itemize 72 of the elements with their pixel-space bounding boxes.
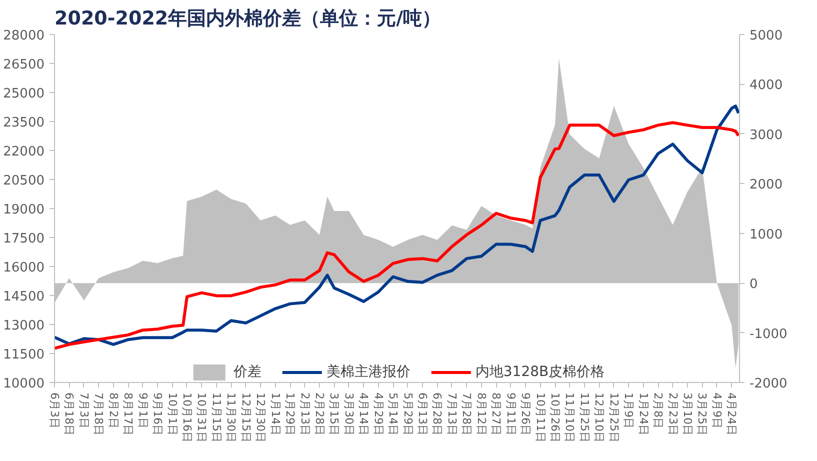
x-tick-label: 7月28日 — [460, 392, 474, 436]
x-tick-label: 2月23日 — [666, 392, 680, 436]
x-tick-label: 6月3日 — [48, 392, 61, 428]
x-tick-label: 10月11日 — [534, 392, 547, 442]
y-tick-label: 16000 — [3, 260, 45, 276]
y2-tick-label: 3000 — [750, 128, 783, 143]
y2-tick-label: 5000 — [750, 28, 783, 44]
x-tick-label: 4月9日 — [710, 392, 724, 428]
x-tick-label: 9月1日 — [136, 392, 150, 428]
y2-tick-label: 1000 — [750, 227, 783, 242]
y2-tick-label: 2000 — [750, 178, 783, 193]
x-tick-label: 7月3日 — [77, 392, 90, 428]
x-tick-label: 2月13日 — [298, 392, 312, 436]
y-tick-label: 23500 — [3, 116, 45, 130]
legend-label: 内地3128B皮棉价格 — [475, 363, 605, 381]
x-tick-label: 3月25日 — [696, 392, 709, 436]
x-tick-label: 8月12日 — [474, 392, 488, 436]
y2-tick-label: 4000 — [750, 78, 783, 94]
x-tick-label: 2月28日 — [312, 392, 326, 436]
x-tick-label: 6月28日 — [430, 392, 444, 436]
y2-tick-label: -2000 — [750, 376, 788, 392]
x-tick-label: 9月16日 — [151, 392, 164, 436]
x-tick-label: 10月16日 — [180, 392, 194, 442]
x-tick-label: 12月10日 — [592, 392, 606, 442]
x-tick-label: 9月26日 — [519, 392, 532, 436]
x-tick-label: 11月30日 — [224, 392, 238, 442]
x-tick-label: 4月24日 — [725, 392, 738, 436]
x-tick-label: 10月31日 — [195, 392, 208, 442]
x-tick-label: 7月13日 — [445, 392, 458, 436]
x-tick-label: 10月26日 — [548, 392, 562, 442]
x-tick-label: 12月30日 — [254, 392, 268, 442]
y-tick-label: 11500 — [3, 348, 45, 362]
x-tick-label: 11月15日 — [210, 392, 223, 442]
x-tick-label: 5月29日 — [401, 392, 414, 436]
y-tick-label: 14500 — [3, 290, 45, 304]
x-tick-label: 1月14日 — [268, 392, 282, 436]
y-tick-label: 28000 — [3, 28, 45, 44]
x-tick-label: 12月25日 — [607, 392, 620, 442]
x-tick-label: 4月29日 — [372, 392, 385, 436]
y-tick-label: 10000 — [3, 376, 45, 392]
y-tick-label: 25000 — [3, 86, 45, 102]
x-tick-label: 6月13日 — [416, 392, 430, 436]
y2-tick-label: 0 — [750, 277, 758, 292]
x-tick-label: 6月18日 — [62, 392, 76, 436]
y-tick-label: 20500 — [3, 174, 45, 188]
y-tick-label: 13000 — [3, 318, 45, 334]
x-tick-label: 3月30日 — [342, 392, 356, 436]
legend-label: 美棉主港报价 — [326, 363, 410, 381]
x-tick-label: 11月10日 — [563, 392, 576, 442]
x-tick-label: 1月29日 — [284, 392, 297, 436]
x-tick-label: 5月14日 — [386, 392, 400, 436]
y-tick-label: 19000 — [3, 202, 45, 218]
x-tick-label: 4月14日 — [357, 392, 370, 436]
x-tick-label: 1月24日 — [636, 392, 650, 436]
y-tick-label: 26500 — [3, 58, 45, 72]
x-tick-label: 8月2日 — [106, 392, 120, 428]
x-tick-label: 12月15日 — [239, 392, 252, 442]
x-tick-label: 3月10日 — [680, 392, 694, 436]
chart-title: 2020-2022年国内外棉价差（单位：元/吨） — [54, 8, 442, 30]
x-tick-label: 3月15日 — [328, 392, 341, 436]
x-tick-label: 11月25日 — [578, 392, 591, 442]
x-tick-label: 9月11日 — [504, 392, 518, 436]
x-tick-label: 10月1日 — [166, 392, 179, 436]
y-tick-label: 17500 — [3, 232, 45, 246]
y2-tick-label: -1000 — [750, 326, 788, 342]
y-tick-label: 22000 — [3, 144, 45, 160]
x-tick-label: 8月27日 — [490, 392, 503, 436]
x-tick-label: 8月17日 — [122, 392, 135, 436]
legend-label: 价差 — [233, 363, 262, 381]
x-tick-label: 1月9日 — [622, 392, 636, 428]
x-tick-label: 2月8日 — [652, 392, 665, 428]
x-tick-label: 7月18日 — [92, 392, 106, 436]
